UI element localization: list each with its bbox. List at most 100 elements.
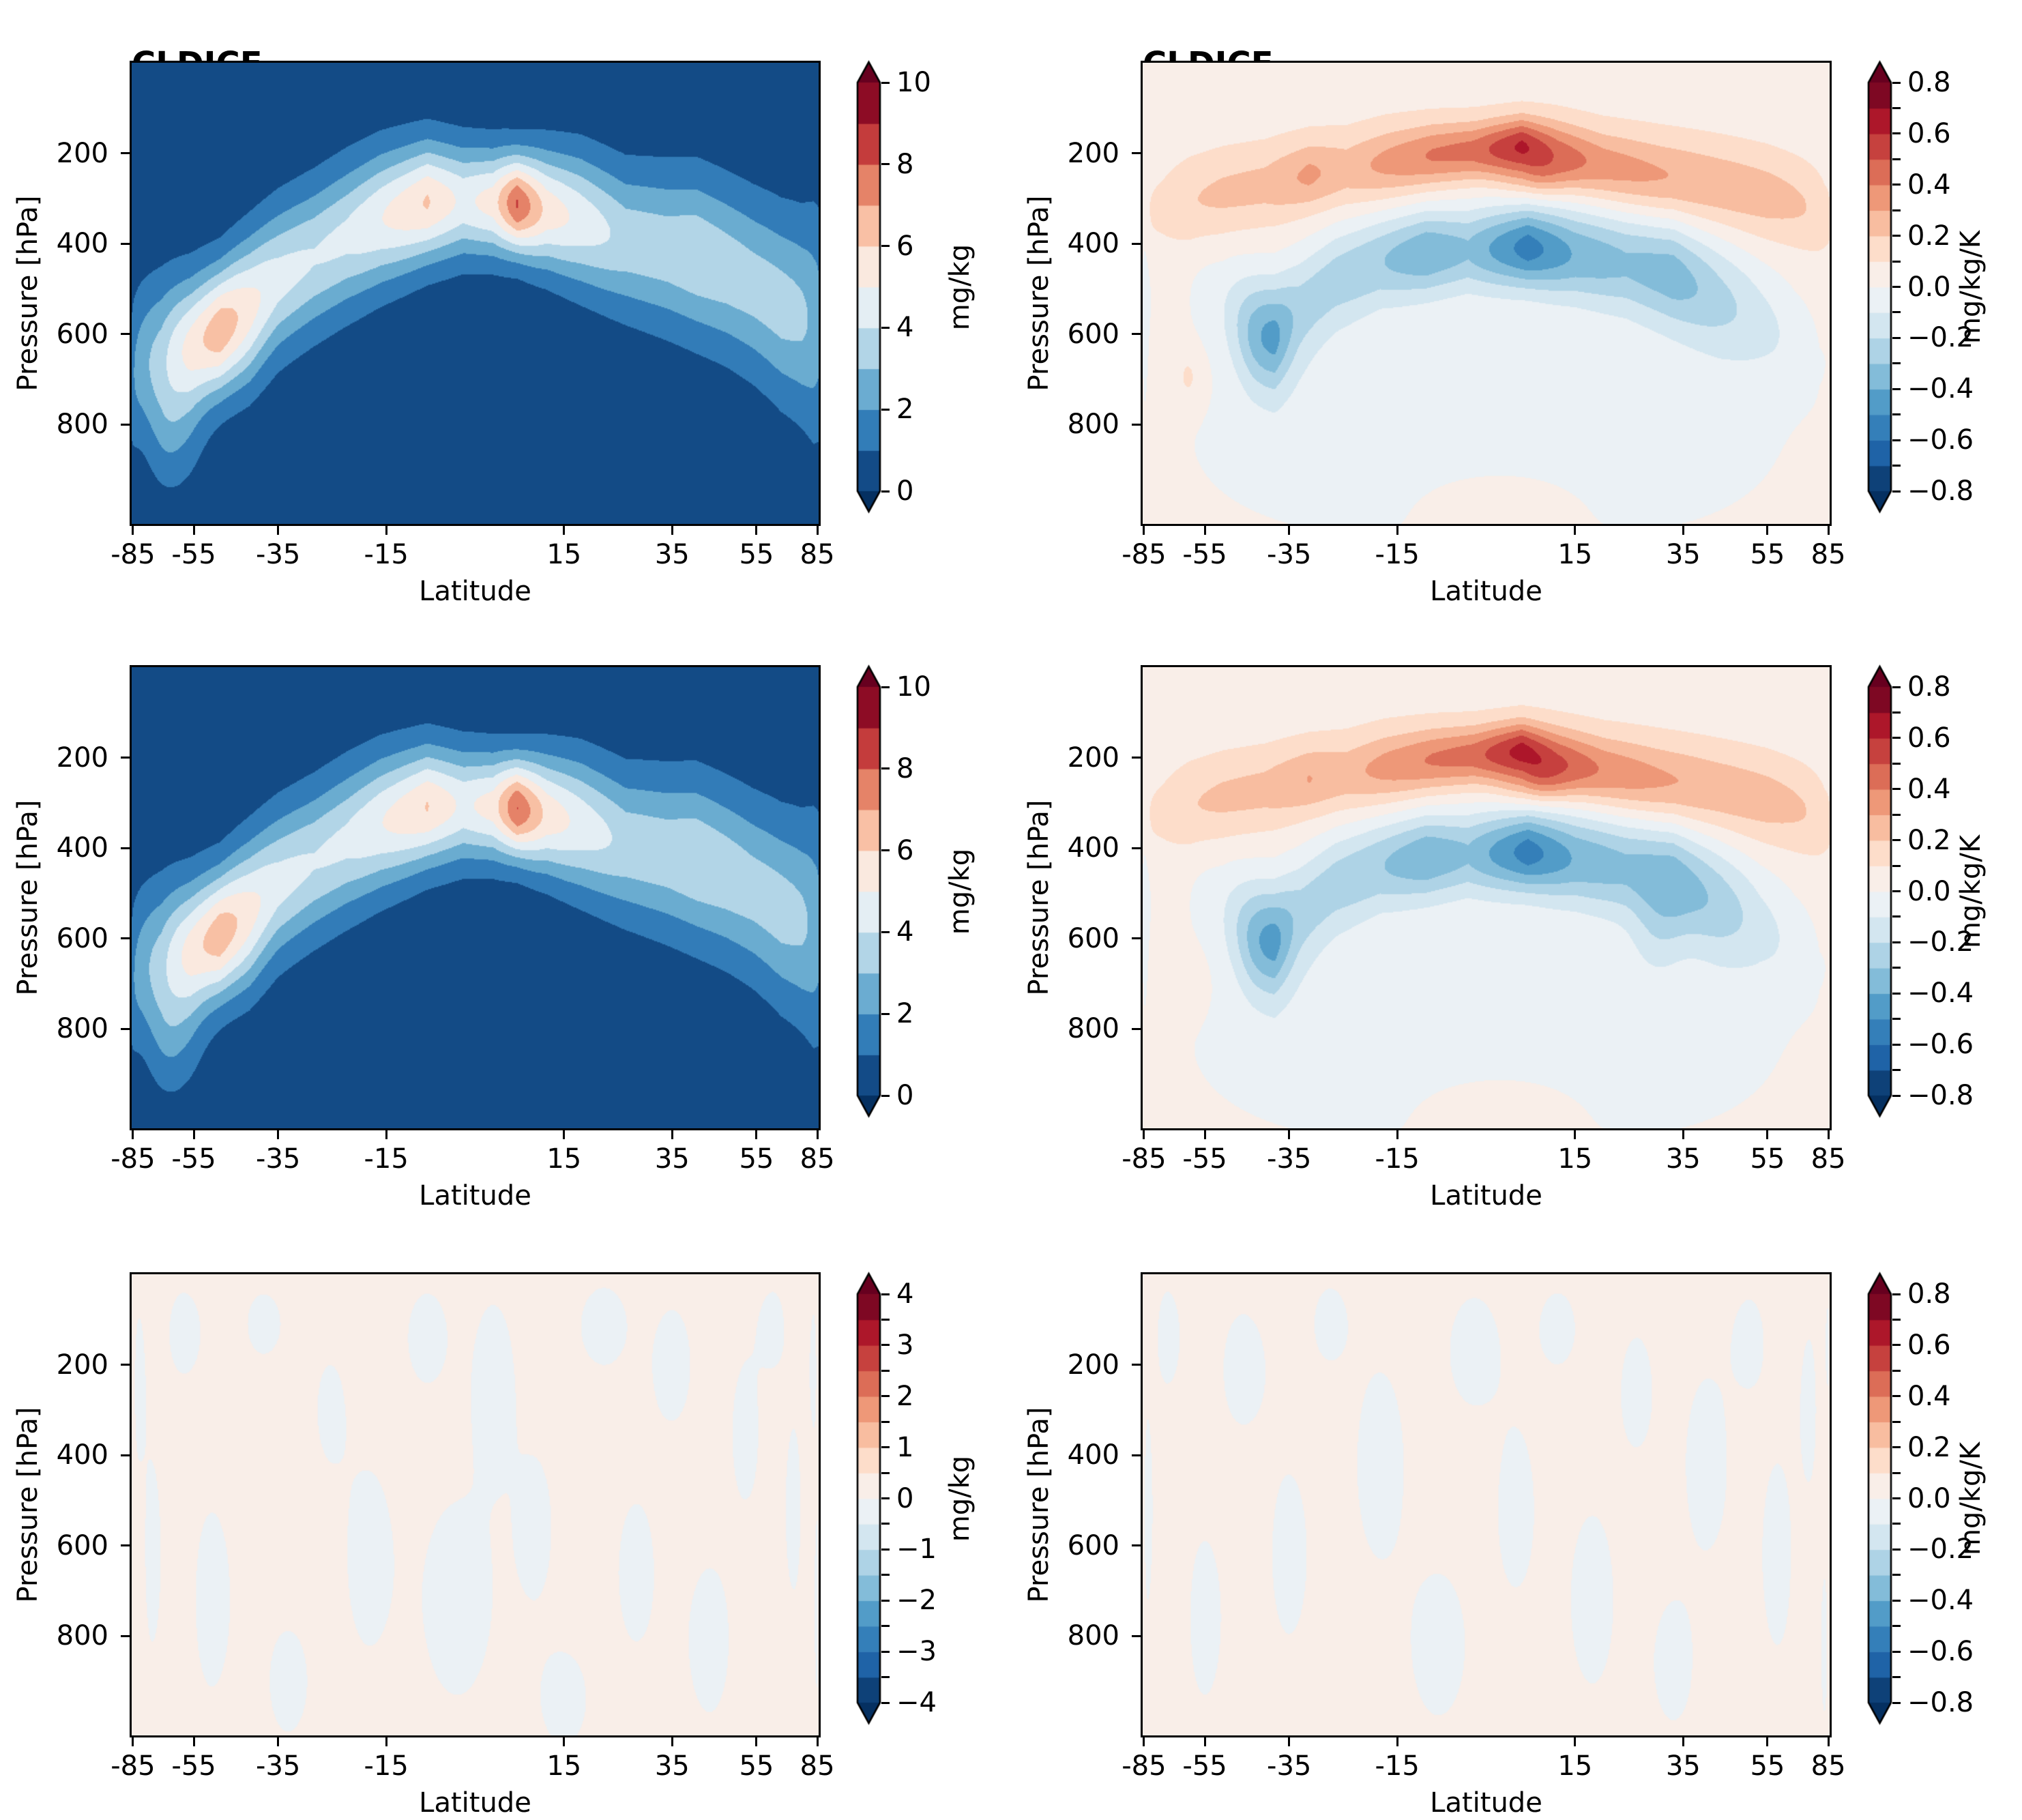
colorbar-tick-label: 0.2: [1907, 824, 1951, 856]
colorbar-tick-label: 0.0: [1907, 271, 1951, 303]
x-tick-mark: [816, 1737, 819, 1746]
x-tick-mark: [671, 1737, 673, 1746]
colorbar-tick-label: 0.0: [1907, 875, 1951, 907]
x-tick-mark: [1203, 1737, 1206, 1746]
colorbar-canvas: [1865, 1270, 1895, 1727]
x-tick-label: -15: [1375, 539, 1420, 570]
colorbar-tick-label: −0.8: [1907, 1080, 1974, 1111]
x-axis-label: Latitude: [1430, 1787, 1542, 1819]
contour-plot-canvas: [132, 1274, 819, 1735]
x-tick-label: 85: [1811, 539, 1846, 570]
colorbar-tick-label: −0.6: [1907, 1636, 1974, 1668]
x-tick-label: 55: [1750, 1143, 1785, 1175]
colorbar-tick-label: 3: [896, 1329, 914, 1361]
x-tick-label: 85: [800, 539, 835, 570]
x-tick-mark: [1203, 526, 1206, 535]
colorbar-tick-label: −0.2: [1907, 1533, 1974, 1566]
x-tick-mark: [816, 1130, 819, 1139]
colorbar-tick-label: 0.8: [1907, 1278, 1951, 1310]
colorbar-tick-label: 0.4: [1907, 773, 1951, 805]
y-tick-label: 600: [56, 1529, 108, 1561]
y-tick-label: 600: [1067, 1529, 1119, 1561]
colorbar-canvas: [1865, 663, 1895, 1119]
colorbar-tick-label: −0.2: [1907, 926, 1974, 958]
plot-frame: [1141, 1272, 1832, 1737]
colorbar-tick-mark: [1892, 1094, 1901, 1097]
colorbar-tick-mark: [1892, 81, 1901, 84]
x-tick-label: -85: [1122, 1750, 1167, 1782]
colorbar-tick-label: −2: [896, 1585, 937, 1617]
y-tick-label: 800: [1067, 409, 1119, 441]
y-tick-label: 600: [56, 318, 108, 350]
colorbar-tick-mark: [881, 1344, 890, 1347]
x-tick-mark: [563, 526, 566, 535]
colorbar-tick-mark: [1892, 286, 1901, 288]
colorbar-tick-mark: [1892, 311, 1901, 314]
x-tick-mark: [755, 1737, 758, 1746]
x-tick-label: -15: [364, 539, 409, 570]
x-tick-label: -15: [1375, 1143, 1420, 1175]
x-tick-mark: [563, 1737, 566, 1746]
x-tick-mark: [1143, 1737, 1145, 1746]
colorbar-tick-mark: [1892, 839, 1901, 842]
colorbar-tick-label: −0.6: [1907, 424, 1974, 456]
x-axis-label: Latitude: [1430, 576, 1542, 607]
x-tick-mark: [1203, 1130, 1206, 1139]
colorbar-tick-label: 6: [896, 834, 914, 866]
x-tick-label: 35: [654, 539, 690, 570]
x-tick-label: -35: [256, 539, 301, 570]
colorbar-tick-label: 8: [896, 148, 914, 180]
colorbar-tick-label: 6: [896, 230, 914, 262]
y-tick-label: 400: [1067, 228, 1119, 260]
x-axis-label: Latitude: [419, 576, 531, 607]
x-tick-mark: [192, 1737, 195, 1746]
y-tick-label: 400: [1067, 1439, 1119, 1471]
y-tick-label: 400: [56, 228, 108, 260]
y-tick-mark: [121, 152, 130, 155]
y-axis-label: Pressure [hPa]: [12, 195, 44, 392]
colorbar-tick-mark: [1892, 1523, 1901, 1525]
y-tick-mark: [121, 1634, 130, 1637]
colorbar-tick-label: 0.4: [1907, 168, 1951, 201]
y-tick-label: 200: [56, 137, 108, 169]
colorbar-tick-mark: [881, 1012, 890, 1015]
colorbar-tick-mark: [1892, 235, 1901, 237]
x-tick-label: 35: [654, 1750, 690, 1782]
x-tick-label: -35: [1267, 1143, 1312, 1175]
colorbar-tick-mark: [1892, 737, 1901, 739]
x-tick-label: -55: [171, 1750, 216, 1782]
x-tick-label: 85: [1811, 1143, 1846, 1175]
x-tick-mark: [192, 1130, 195, 1139]
x-tick-mark: [385, 1130, 387, 1139]
x-tick-mark: [277, 1737, 280, 1746]
colorbar-tick-mark: [1892, 941, 1901, 943]
colorbar-tick-mark: [881, 490, 890, 493]
x-tick-mark: [1143, 1130, 1145, 1139]
y-axis-label: Pressure [hPa]: [12, 799, 44, 996]
colorbar-tick-mark: [1892, 106, 1901, 109]
x-tick-mark: [671, 526, 673, 535]
y-tick-mark: [121, 1027, 130, 1030]
y-tick-label: 800: [56, 1013, 108, 1045]
colorbar-tick-mark: [881, 1497, 890, 1499]
colorbar-tick-label: 0.2: [1907, 220, 1951, 252]
y-tick-label: 800: [1067, 1013, 1119, 1045]
colorbar-tick-label: −0.2: [1907, 322, 1974, 354]
x-tick-label: 55: [739, 1143, 774, 1175]
y-tick-label: 400: [56, 832, 108, 864]
colorbar-tick-label: 2: [896, 394, 914, 426]
contour-plot-canvas: [1143, 1274, 1830, 1735]
x-tick-label: -55: [1182, 539, 1227, 570]
y-tick-label: 400: [1067, 832, 1119, 864]
y-tick-mark: [1132, 847, 1141, 849]
x-tick-mark: [277, 526, 280, 535]
y-tick-mark: [121, 242, 130, 245]
x-tick-mark: [1288, 526, 1291, 535]
y-tick-mark: [121, 1544, 130, 1547]
x-tick-mark: [1396, 1130, 1398, 1139]
colorbar-tick-label: 0.6: [1907, 1329, 1951, 1361]
colorbar-tick-label: 10: [896, 671, 931, 703]
y-axis-label: Pressure [hPa]: [12, 1407, 44, 1603]
colorbar-tick-mark: [881, 1471, 890, 1474]
colorbar-tick-mark: [881, 767, 890, 770]
